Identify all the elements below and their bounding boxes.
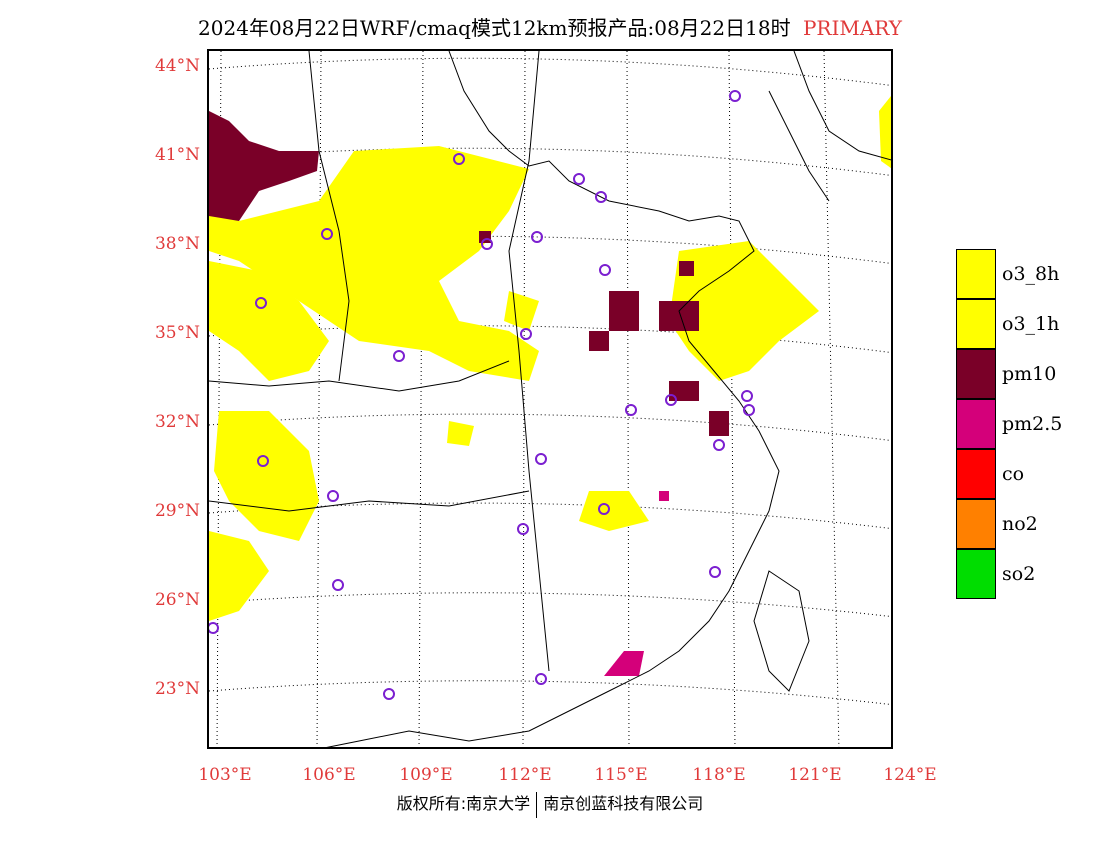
lat-label-41: 41°N — [154, 145, 200, 165]
o3-areas — [209, 96, 891, 621]
legend-label: no2 — [1002, 513, 1038, 535]
legend-label: co — [1002, 463, 1025, 485]
lon-label-109: 109°E — [399, 765, 453, 785]
legend-label: pm2.5 — [1002, 413, 1063, 435]
station-markers — [209, 90, 755, 700]
lat-label-23: 23°N — [154, 679, 200, 699]
legend-swatch — [956, 449, 996, 499]
map-canvas — [209, 51, 891, 747]
footer-divider — [536, 791, 538, 818]
legend-label: o3_1h — [1002, 313, 1060, 335]
legend-label: so2 — [1002, 563, 1036, 585]
legend-swatch — [956, 249, 996, 299]
lat-label-38: 38°N — [154, 234, 200, 254]
pm10-areas — [209, 111, 729, 436]
lat-label-44: 44°N — [154, 56, 200, 76]
lon-label-115: 115°E — [594, 765, 648, 785]
title-main: 2024年08月22日WRF/cmaq模式12km预报产品:08月22日18时 — [198, 16, 791, 40]
lat-label-35: 35°N — [154, 323, 200, 343]
copyright-right: 南京创蓝科技有限公司 — [543, 794, 704, 813]
map-title: 2024年08月22日WRF/cmaq模式12km预报产品:08月22日18时 … — [0, 12, 1100, 41]
legend-swatch — [956, 399, 996, 449]
lat-label-29: 29°N — [154, 501, 200, 521]
legend-swatch — [956, 549, 996, 599]
legend-label: o3_8h — [1002, 263, 1060, 285]
legend-swatch — [956, 349, 996, 399]
lon-label-118: 118°E — [692, 765, 746, 785]
lat-label-32: 32°N — [154, 412, 200, 432]
lon-label-121: 121°E — [788, 765, 842, 785]
pm25-areas — [604, 491, 669, 676]
legend-label: pm10 — [1002, 363, 1057, 385]
copyright-left: 版权所有:南京大学 — [396, 794, 531, 813]
legend-swatch — [956, 499, 996, 549]
boundaries — [209, 51, 891, 747]
forecast-map — [207, 49, 893, 749]
title-tag: PRIMARY — [802, 16, 902, 40]
lat-label-26: 26°N — [154, 590, 200, 610]
lon-label-103: 103°E — [198, 765, 252, 785]
copyright-footer: 版权所有:南京大学 南京创蓝科技有限公司 — [0, 790, 1100, 818]
lon-label-112: 112°E — [498, 765, 552, 785]
lon-label-124: 124°E — [883, 765, 937, 785]
legend-swatch — [956, 299, 996, 349]
lon-label-106: 106°E — [302, 765, 356, 785]
